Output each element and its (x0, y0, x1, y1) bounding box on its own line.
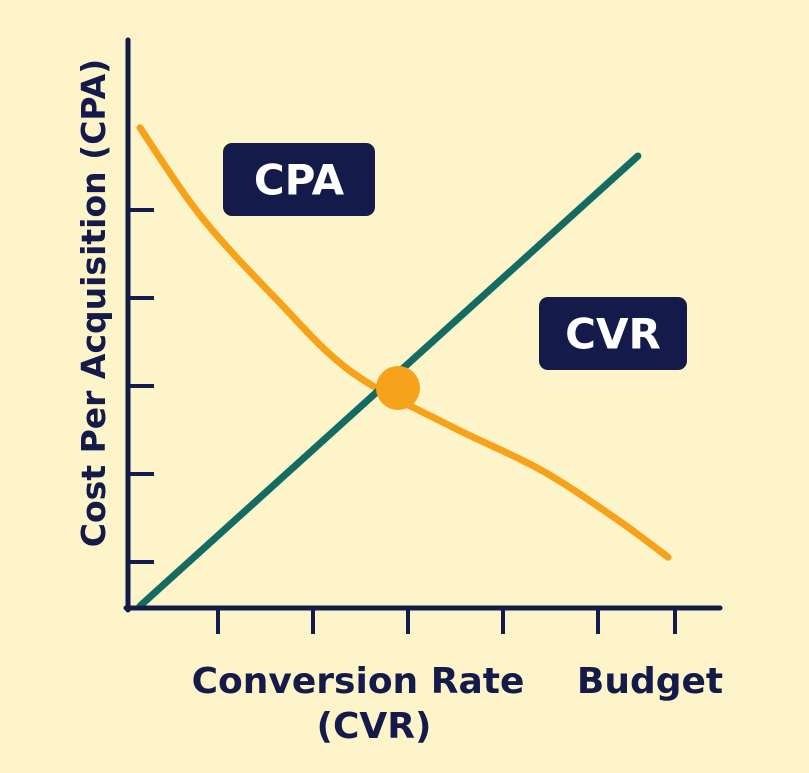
series-label-text: CPA (254, 156, 345, 205)
axes (123, 37, 723, 613)
intersection-point (376, 366, 420, 410)
x-axis-label-line-2: (CVR) (317, 706, 432, 747)
x-axis-end-label: Budget (577, 661, 723, 702)
axis-labels: Cost Per Acquisition (CPA) Conversion Rat… (74, 59, 723, 747)
series-label-box (223, 143, 375, 216)
series-label-cpa: CPA (223, 143, 375, 216)
series-label-text: CVR (565, 310, 661, 359)
y-axis-label: Cost Per Acquisition (CPA) (74, 59, 113, 547)
series-label-box (539, 297, 687, 370)
series-label-cvr: CVR (539, 297, 687, 370)
series-labels: CPA CVR (223, 143, 687, 370)
intersection-mark (376, 366, 420, 410)
x-axis-label-line-1: Conversion Rate (192, 661, 525, 702)
tick-marks (128, 208, 677, 634)
